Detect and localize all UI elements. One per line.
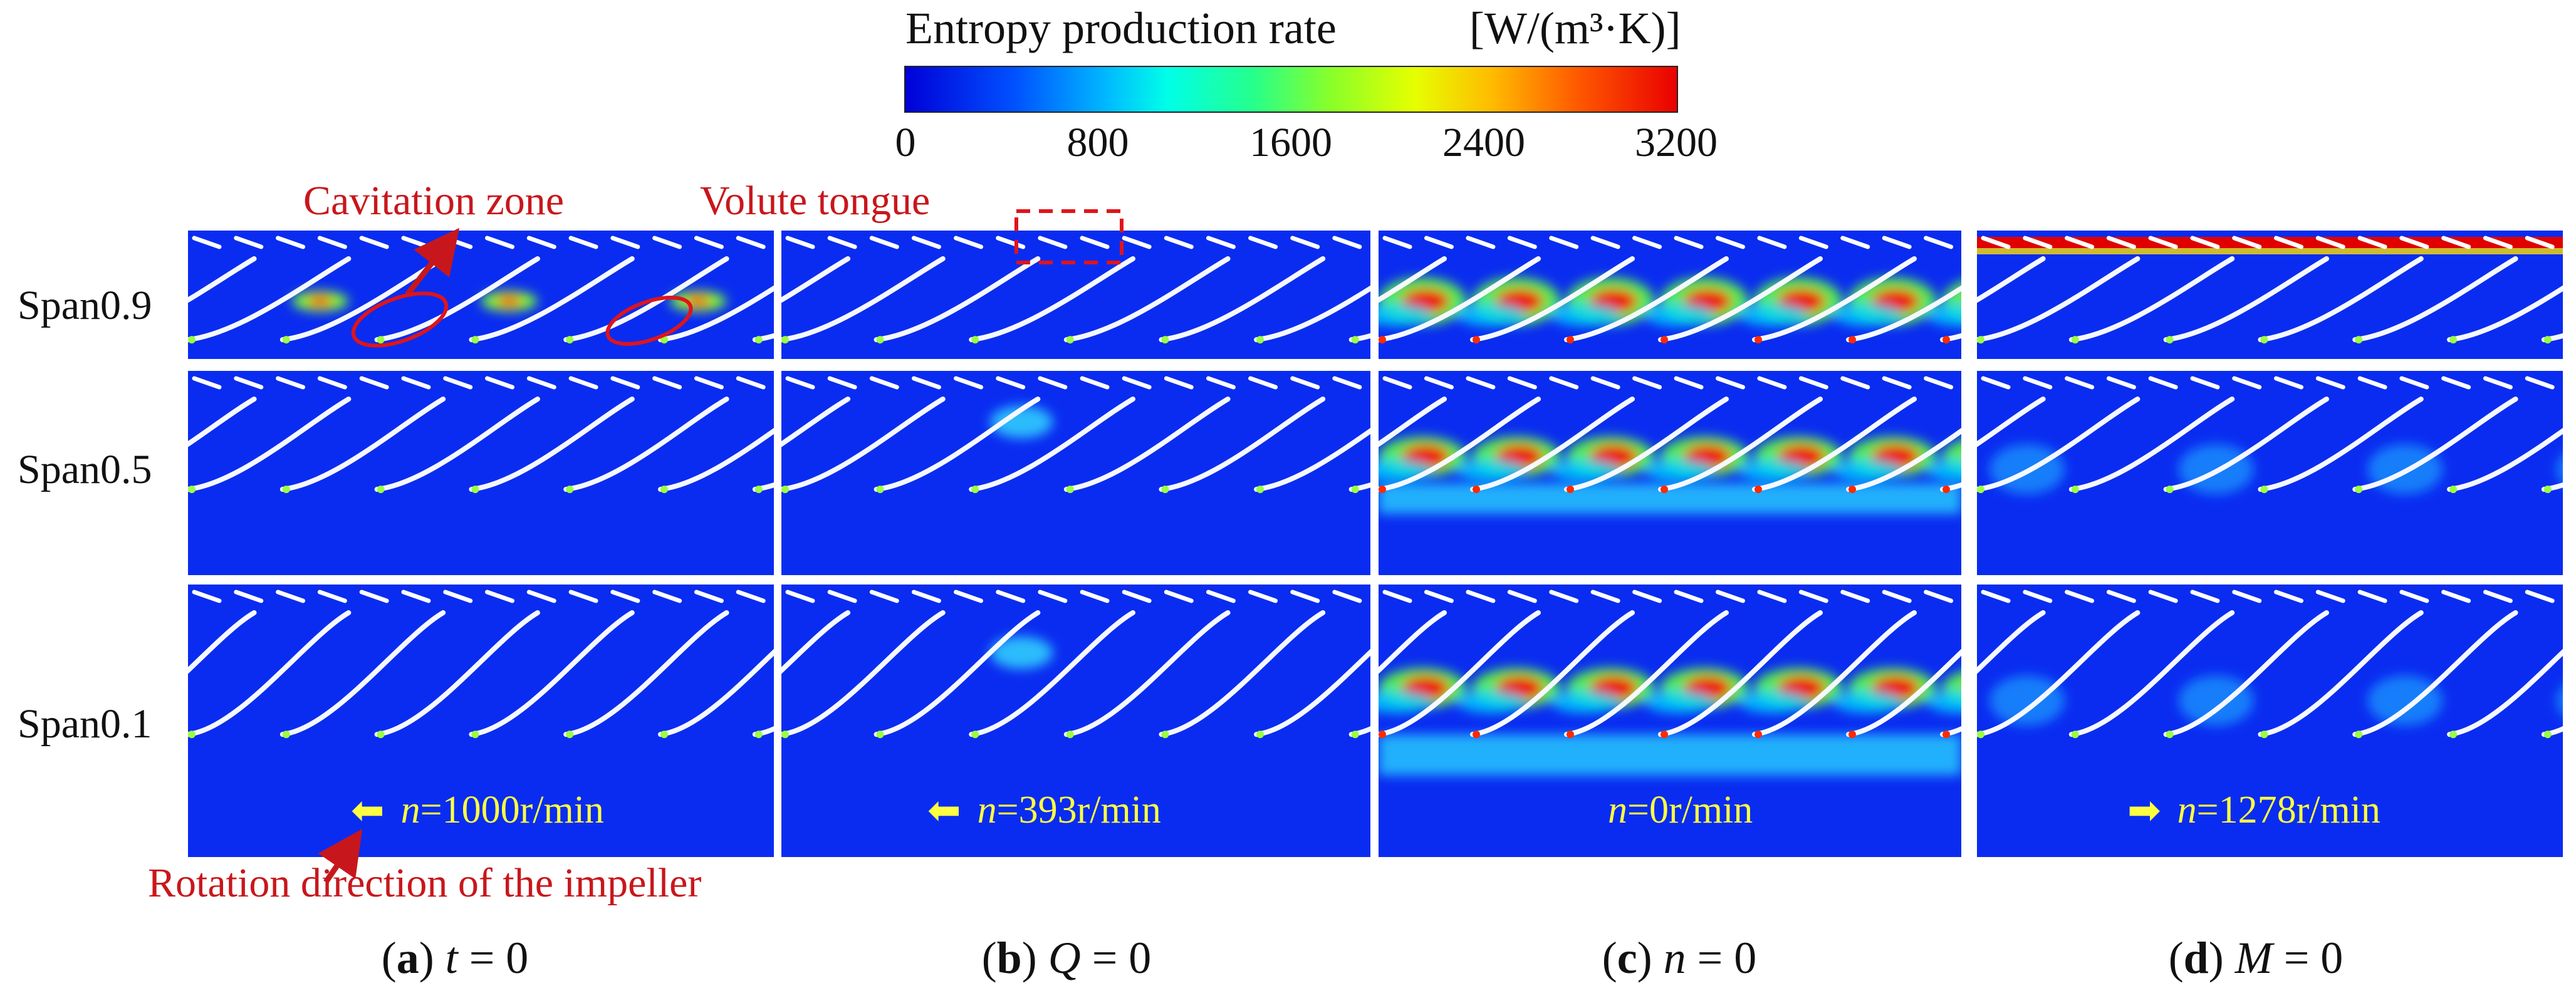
contour-panel-a-row3 (188, 585, 774, 857)
colorbar-gradient (904, 66, 1678, 113)
speed-label-a: ⬅ n=1000r/min (351, 787, 604, 834)
contour-panel-b-row3 (781, 585, 1370, 857)
speed-label-c: n=0r/min (1608, 789, 1753, 831)
cavitation-zone-label: Cavitation zone (303, 178, 565, 224)
caption-d: (d) M = 0 (2168, 933, 2344, 983)
volute-tongue-label: Volute tongue (700, 178, 931, 224)
caption-c: (c) n = 0 (1602, 933, 1757, 983)
row-label-span01: Span0.1 (18, 701, 152, 747)
caption-a: (a) t = 0 (381, 933, 529, 983)
caption-b: (b) Q = 0 (981, 933, 1152, 983)
contour-panel-b-row2 (781, 371, 1370, 575)
contour-panel-a-row1 (188, 231, 774, 359)
contour-panel-d-row2 (1977, 371, 2563, 575)
colorbar-unit: [W/(m³·K)] (1469, 3, 1681, 53)
colorbar-title: Entropy production rate (905, 3, 1337, 53)
contour-panel-d-row3 (1977, 585, 2563, 857)
left-arrow-icon: ⬅ (351, 787, 385, 834)
row-label-span05: Span0.5 (18, 447, 152, 492)
colorbar-tick: 0 (895, 120, 916, 165)
contour-panel-c-row2 (1379, 371, 1961, 575)
left-arrow-icon: ⬅ (927, 787, 961, 834)
contour-panel-d-row1 (1977, 231, 2563, 359)
colorbar-tick: 1600 (1249, 120, 1332, 165)
contour-panel-b-row1 (781, 231, 1370, 359)
colorbar-tick: 800 (1066, 120, 1129, 165)
right-arrow-icon: ➡ (2127, 787, 2161, 834)
colorbar-tick: 3200 (1635, 120, 1718, 165)
rotation-direction-label: Rotation direction of the impeller (148, 860, 702, 906)
colorbar-tick: 2400 (1442, 120, 1525, 165)
speed-label-b: ⬅ n=393r/min (927, 787, 1161, 834)
contour-panel-a-row2 (188, 371, 774, 575)
contour-panel-c-row3 (1379, 585, 1961, 857)
contour-panel-c-row1 (1379, 231, 1961, 359)
row-label-span09: Span0.9 (18, 283, 152, 328)
speed-label-d: ➡ n=1278r/min (2127, 787, 2380, 834)
